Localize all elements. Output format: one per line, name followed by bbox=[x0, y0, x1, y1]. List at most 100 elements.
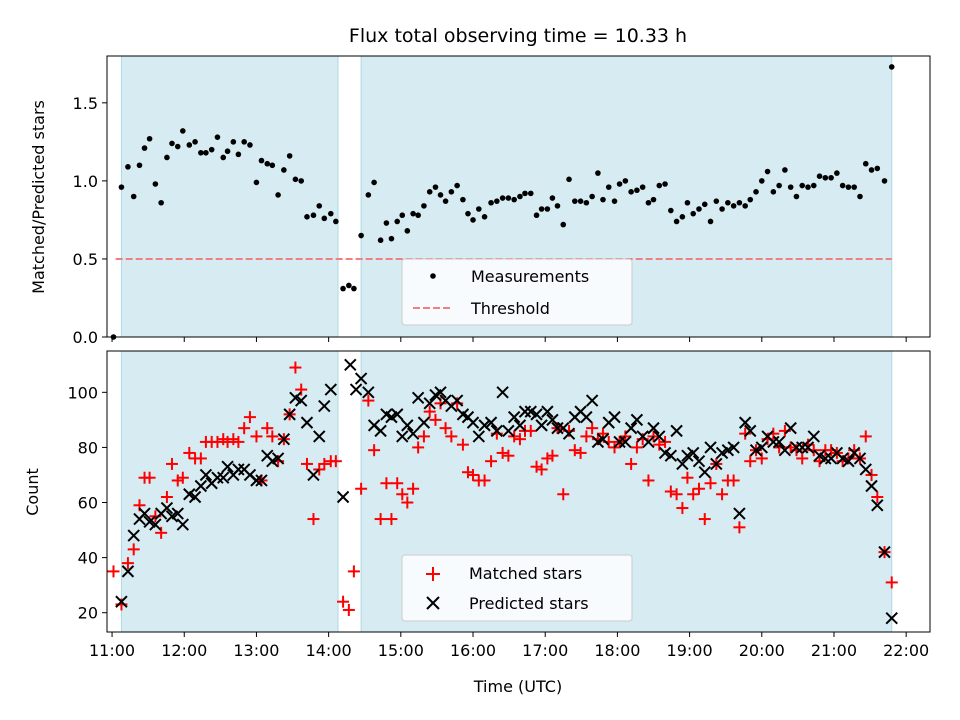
predicted-star-point bbox=[624, 421, 638, 435]
measurement-point bbox=[816, 173, 823, 180]
measurement-point bbox=[388, 235, 395, 242]
predicted-star-point bbox=[318, 399, 331, 413]
measurement-point bbox=[600, 196, 606, 203]
measurement-point bbox=[371, 179, 377, 186]
predicted-star-point bbox=[194, 479, 208, 493]
matched-star-point bbox=[127, 543, 140, 556]
measurement-point bbox=[253, 179, 260, 186]
predicted-star-point bbox=[676, 457, 689, 471]
predicted-star-point bbox=[324, 383, 338, 396]
measurement-point bbox=[164, 154, 170, 161]
matched-star-point bbox=[630, 441, 643, 454]
measurement-point bbox=[522, 190, 528, 197]
measurement-point bbox=[753, 189, 759, 195]
measurement-point bbox=[432, 184, 439, 190]
matched-star-point bbox=[355, 482, 368, 495]
predicted-star-point bbox=[127, 529, 140, 542]
matched-star-point bbox=[727, 474, 740, 487]
predicted-star-point bbox=[535, 419, 548, 432]
shaded-interval-0 bbox=[120, 55, 339, 338]
measurement-point bbox=[517, 193, 523, 200]
measurement-point bbox=[158, 199, 164, 206]
measurement-point bbox=[286, 153, 293, 159]
predicted-star-point bbox=[250, 474, 263, 487]
predicted-star-point bbox=[283, 408, 296, 421]
matched-star-point bbox=[368, 444, 381, 457]
measurement-point bbox=[616, 181, 623, 187]
measurements-series bbox=[110, 64, 895, 340]
measurement-point bbox=[186, 142, 193, 148]
predicted-star-point bbox=[406, 427, 420, 440]
measurement-point bbox=[851, 184, 857, 190]
predicted-star-point bbox=[819, 452, 832, 465]
measurement-point bbox=[415, 212, 421, 219]
measurement-point bbox=[304, 213, 310, 220]
measurement-point bbox=[198, 149, 204, 156]
measurement-point bbox=[241, 139, 247, 145]
measurement-point bbox=[707, 218, 714, 225]
measurement-point bbox=[839, 182, 846, 189]
measurement-point bbox=[454, 182, 460, 189]
predicted-star-point bbox=[727, 441, 740, 454]
matched-star-point bbox=[496, 446, 509, 459]
measurement-point bbox=[327, 210, 334, 217]
measurement-point bbox=[857, 193, 863, 200]
predicted-star-point bbox=[478, 419, 491, 432]
ratio-legend: Measurements Threshold bbox=[401, 258, 633, 326]
matched-star-point bbox=[238, 422, 251, 435]
matched-star-point bbox=[796, 452, 809, 465]
matched-star-point bbox=[250, 430, 263, 443]
matched-star-point bbox=[347, 565, 360, 578]
matched-star-point bbox=[165, 457, 178, 470]
measurement-point bbox=[365, 192, 372, 198]
matched-star-point bbox=[171, 474, 184, 487]
predicted-star-point bbox=[362, 386, 375, 399]
measurement-point bbox=[822, 174, 829, 181]
measurement-point bbox=[310, 212, 317, 219]
predicted-star-point bbox=[744, 424, 757, 438]
matched-star-point bbox=[546, 449, 559, 462]
ratio-y-axis-label: Matched/Predicted stars bbox=[29, 100, 48, 294]
measurement-point bbox=[269, 162, 276, 169]
predicted-star-point bbox=[551, 421, 564, 435]
matched-star-point bbox=[698, 513, 711, 526]
measurement-point bbox=[475, 206, 482, 212]
predicted-star-point bbox=[859, 463, 872, 476]
matched-star-point bbox=[227, 433, 240, 446]
measurement-point bbox=[533, 212, 540, 219]
legend-measurements-label: Measurements bbox=[471, 267, 589, 286]
ratio-legend-box bbox=[401, 258, 633, 326]
x-tick-label: 20:00 bbox=[739, 641, 785, 660]
matched-star-point bbox=[337, 595, 350, 608]
count-legend-box bbox=[401, 554, 633, 622]
measurement-point bbox=[118, 184, 125, 190]
matched-star-point bbox=[485, 455, 498, 468]
predicted-star-point bbox=[784, 421, 797, 435]
predicted-star-point bbox=[585, 394, 599, 407]
measurement-point bbox=[684, 199, 691, 206]
predicted-star-point bbox=[541, 405, 554, 418]
y-tick-label: 40 bbox=[78, 549, 98, 568]
measurement-point bbox=[333, 218, 339, 225]
measurement-point bbox=[247, 142, 253, 148]
predicted-star-point bbox=[670, 424, 683, 438]
legend-matched-label: Matched stars bbox=[469, 564, 582, 583]
chart-title: Flux total observing time = 10.33 h bbox=[349, 25, 687, 47]
matched-star-point bbox=[478, 474, 491, 487]
measurement-point bbox=[805, 184, 811, 190]
matched-star-point bbox=[557, 488, 570, 501]
predicted-star-point bbox=[121, 565, 135, 578]
matched-star-point bbox=[318, 457, 331, 470]
measurement-point bbox=[868, 167, 875, 173]
matched-star-point bbox=[739, 427, 752, 440]
y-tick-label: 20 bbox=[78, 604, 98, 623]
y-tick-label: 0.0 bbox=[73, 328, 98, 347]
matched-star-point bbox=[704, 477, 717, 490]
measurement-point bbox=[346, 282, 352, 289]
matched-star-point bbox=[541, 452, 554, 465]
predicted-star-point bbox=[790, 441, 803, 454]
x-tick-label: 14:00 bbox=[306, 641, 352, 660]
predicted-star-point bbox=[149, 518, 162, 531]
measurement-point bbox=[399, 212, 406, 219]
measurement-point bbox=[679, 213, 686, 220]
